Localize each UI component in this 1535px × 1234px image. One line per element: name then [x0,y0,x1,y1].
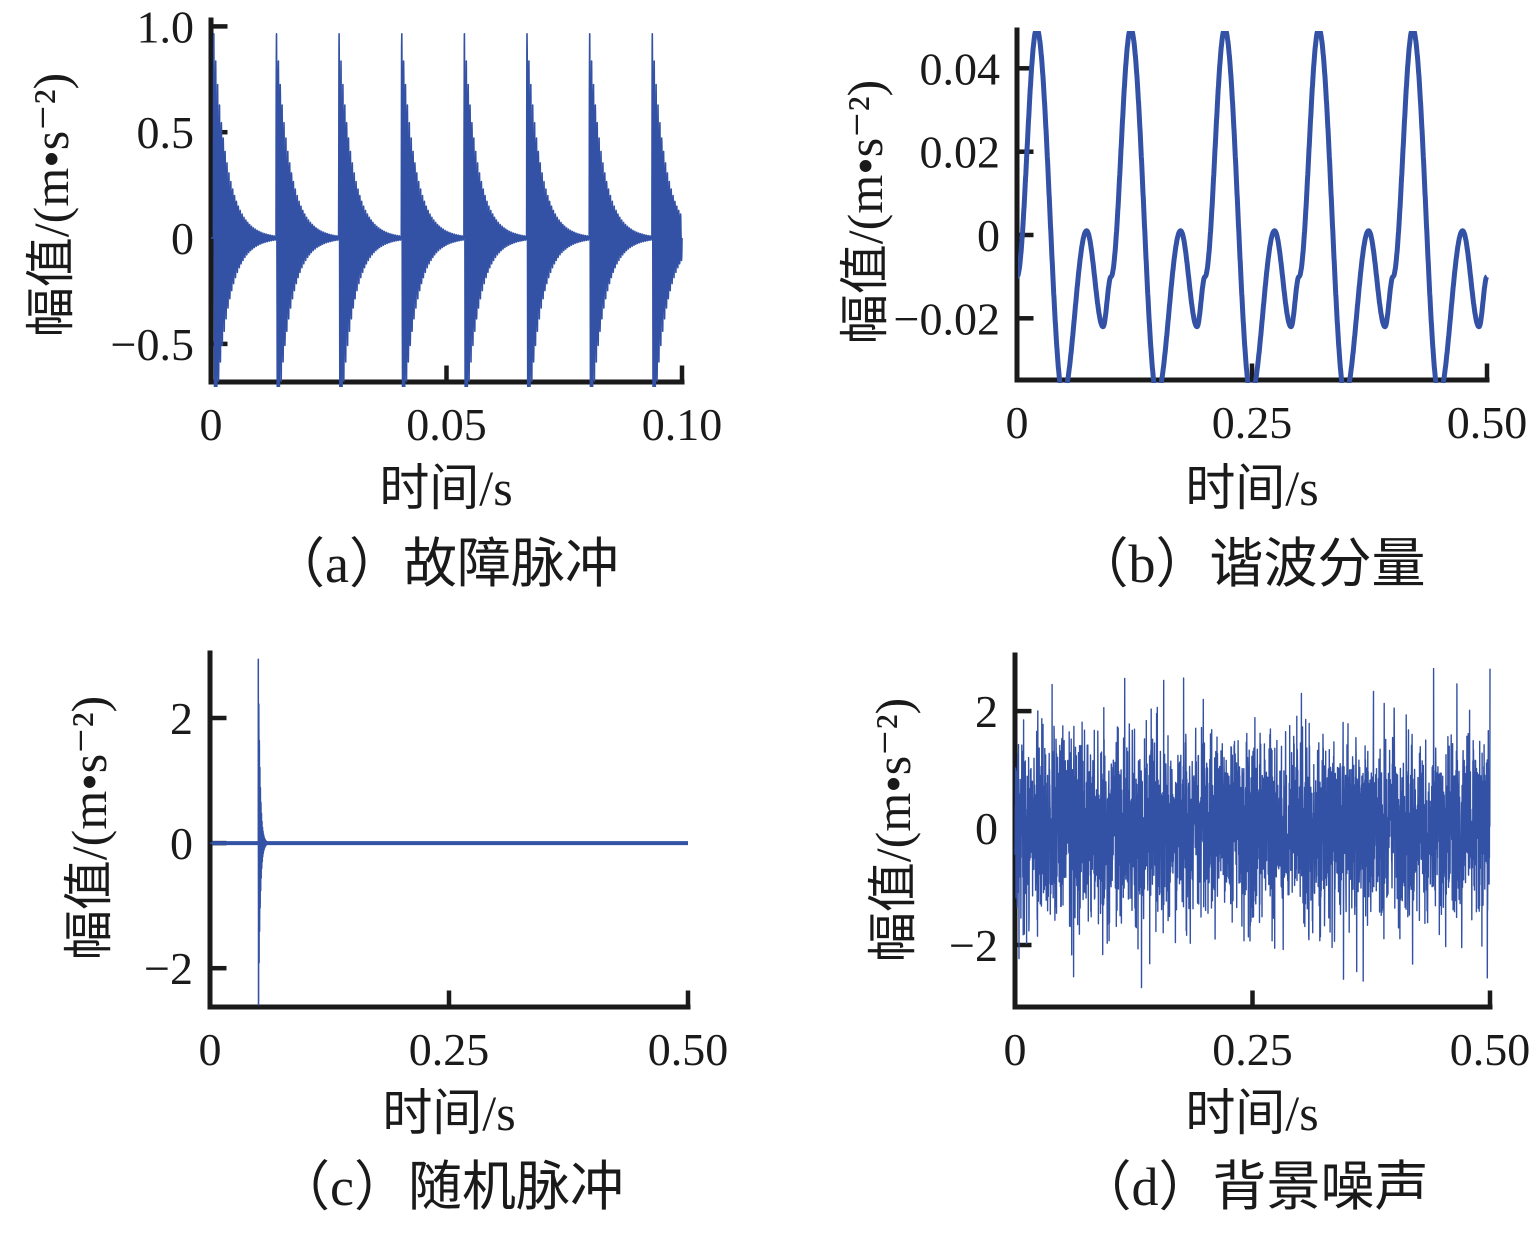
x-tick-label: 0.50 [1447,397,1528,448]
waveform-a [210,33,683,387]
panel-background-noise: 幅值/(m•s⁻²) 时间/s （d）背景噪声 2 0 −2 0 0.25 0.50 [865,652,1531,1217]
x-tick-label: 0.25 [1212,397,1293,448]
panel-d-x-axis-label: 时间/s [1185,1085,1318,1141]
panel-a-caption: （a）故障脉冲 [271,534,619,594]
y-tick-label: 0 [977,210,1000,261]
panel-d-caption: （d）背景噪声 [1078,1157,1429,1217]
y-tick-label: −2 [144,943,193,994]
x-tick-label: 0.50 [648,1024,729,1075]
y-tick-label: 0.02 [920,127,1001,178]
y-tick-label: −0.5 [111,319,194,370]
panel-b-x-axis-label: 时间/s [1185,460,1318,516]
y-tick-label: 1.0 [137,1,195,52]
panel-a-x-axis-label: 时间/s [379,460,512,516]
panel-c-y-axis-label: 幅值/(m•s⁻²) [61,696,117,960]
y-tick-label: 2 [170,693,193,744]
y-tick-label: −2 [949,920,998,971]
y-tick-label: 0 [170,818,193,869]
y-tick-label: 0.04 [920,43,1001,94]
x-tick-label: 0.25 [1212,1024,1293,1075]
panel-b-y-axis-label: 幅值/(m•s⁻²) [837,80,893,344]
waveform-b [1018,31,1490,383]
y-tick-label: 0 [171,213,194,264]
x-tick-label: 0 [1006,397,1029,448]
x-tick-label: 0.05 [406,399,487,450]
panel-random-impulse: 幅值/(m•s⁻²) 时间/s （c）随机脉冲 20−20 0.25 0.50 [61,650,729,1217]
panel-b-caption: （b）谐波分量 [1075,534,1426,594]
panel-c-caption: （c）随机脉冲 [276,1157,624,1217]
x-tick-label: 0.10 [642,399,723,450]
axis-spines [207,650,691,1010]
axis-spines [208,17,685,385]
y-tick-label: 0.5 [137,107,195,158]
axis-spines [1014,27,1490,383]
x-tick-label: 0 [199,1024,222,1075]
x-tick-label: 0.50 [1450,1024,1531,1075]
waveform-d [1014,667,1491,989]
y-tick-label: 0 [975,803,998,854]
y-tick-label: 2 [975,686,998,737]
x-tick-label: 0.25 [409,1024,490,1075]
x-tick-label: 0 [200,399,223,450]
panel-d-y-axis-label: 幅值/(m•s⁻²) [865,698,921,962]
panel-harmonic-components: 幅值/(m•s⁻²) 时间/s （b）谐波分量 0.04 0.02 0 −0.02 0 0… [837,27,1528,594]
panel-c-x-axis-label: 时间/s [382,1085,515,1141]
panel-a-y-axis-label: 幅值/(m•s⁻²) [23,73,79,337]
panel-fault-impulses: 幅值/(m•s⁻²) 时间/s （a）故障脉冲 1.00.50−0.50 0.05… [23,1,722,594]
y-tick-label: −0.02 [894,293,1000,344]
waveform-c [210,658,688,1006]
x-tick-label: 0 [1004,1024,1027,1075]
